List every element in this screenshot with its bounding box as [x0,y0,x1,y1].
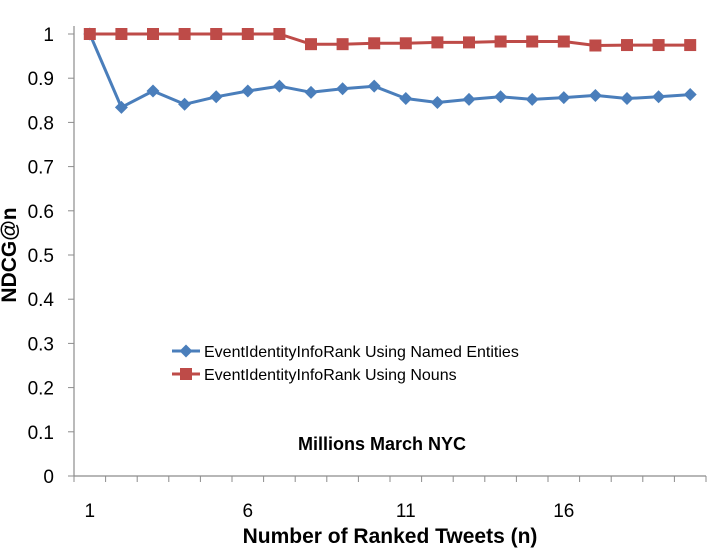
x-tick-label: 16 [553,501,574,522]
y-tick-label: 0.3 [28,334,54,355]
data-point-nouns [368,37,381,50]
data-point-nouns [115,28,128,40]
y-tick-label: 0.7 [28,158,54,179]
data-point-named-entities [462,92,476,106]
y-tick-labels: 0 0.1 0.2 0.3 0.4 0.5 0.6 0.7 0.8 0.9 1 [28,25,55,488]
legend: EventIdentityInfoRank Using Named Entiti… [172,344,519,384]
legend-item-nouns: EventIdentityInfoRank Using Nouns [172,367,457,384]
legend-item-named-entities: EventIdentityInfoRank Using Named Entiti… [172,344,519,361]
data-point-named-entities [399,92,413,106]
y-tick-label: 0.5 [28,246,54,267]
data-point-named-entities [336,82,350,96]
data-point-nouns [463,36,475,49]
legend-marker-named-entities [179,344,193,358]
data-point-nouns [273,28,286,40]
data-point-named-entities [620,92,634,106]
data-point-named-entities [525,92,539,106]
x-tick-label: 1 [85,501,96,522]
data-point-nouns [336,38,349,51]
y-tick-label: 0.4 [28,290,55,311]
data-point-nouns [621,39,633,52]
x-tick-label: 11 [396,501,416,522]
data-point-named-entities [146,84,160,98]
data-point-named-entities [683,88,697,102]
data-point-nouns [557,35,570,48]
data-point-named-entities [588,88,602,102]
data-point-nouns [178,28,191,40]
data-point-nouns [147,28,159,40]
data-point-named-entities [430,96,444,110]
x-tick-label: 6 [243,501,254,522]
data-point-nouns [399,37,412,50]
legend-label-named-entities: EventIdentityInfoRank Using Named Entiti… [204,344,519,361]
data-point-named-entities [241,84,255,98]
data-point-nouns [210,28,223,40]
legend-label-nouns: EventIdentityInfoRank Using Nouns [204,367,457,384]
data-point-named-entities [272,79,286,93]
data-point-nouns [83,28,96,40]
x-tick-labels: 1 6 11 16 [85,501,575,522]
legend-marker-nouns [180,368,192,380]
data-point-named-entities [652,90,666,104]
data-point-named-entities [367,79,381,93]
y-tick-label: 0.2 [28,379,54,400]
data-point-named-entities [557,91,571,105]
data-point-named-entities [178,97,192,111]
y-axis-title: NDCG@n [0,207,21,302]
y-tick-label: 0 [43,467,54,488]
y-tick-label: 0.8 [28,113,54,134]
data-point-named-entities [114,100,128,114]
data-point-nouns [494,35,507,48]
data-point-named-entities [494,90,508,104]
data-point-nouns [589,39,602,52]
data-point-nouns [241,28,254,40]
data-point-nouns [431,36,444,49]
axes [68,26,707,482]
data-point-nouns [526,35,539,48]
series-markers [83,27,697,114]
y-tick-label: 1 [43,25,54,46]
data-point-named-entities [304,85,318,99]
data-point-nouns [652,39,665,52]
data-point-nouns [684,39,697,52]
data-point-nouns [305,38,317,51]
x-axis-title: Number of Ranked Tweets (n) [243,525,538,548]
y-tick-label: 0.6 [28,202,54,223]
y-tick-label: 0.1 [28,423,54,444]
y-tick-label: 0.9 [28,69,54,90]
chart-annotation: Millions March NYC [298,434,466,454]
data-point-named-entities [209,90,223,104]
